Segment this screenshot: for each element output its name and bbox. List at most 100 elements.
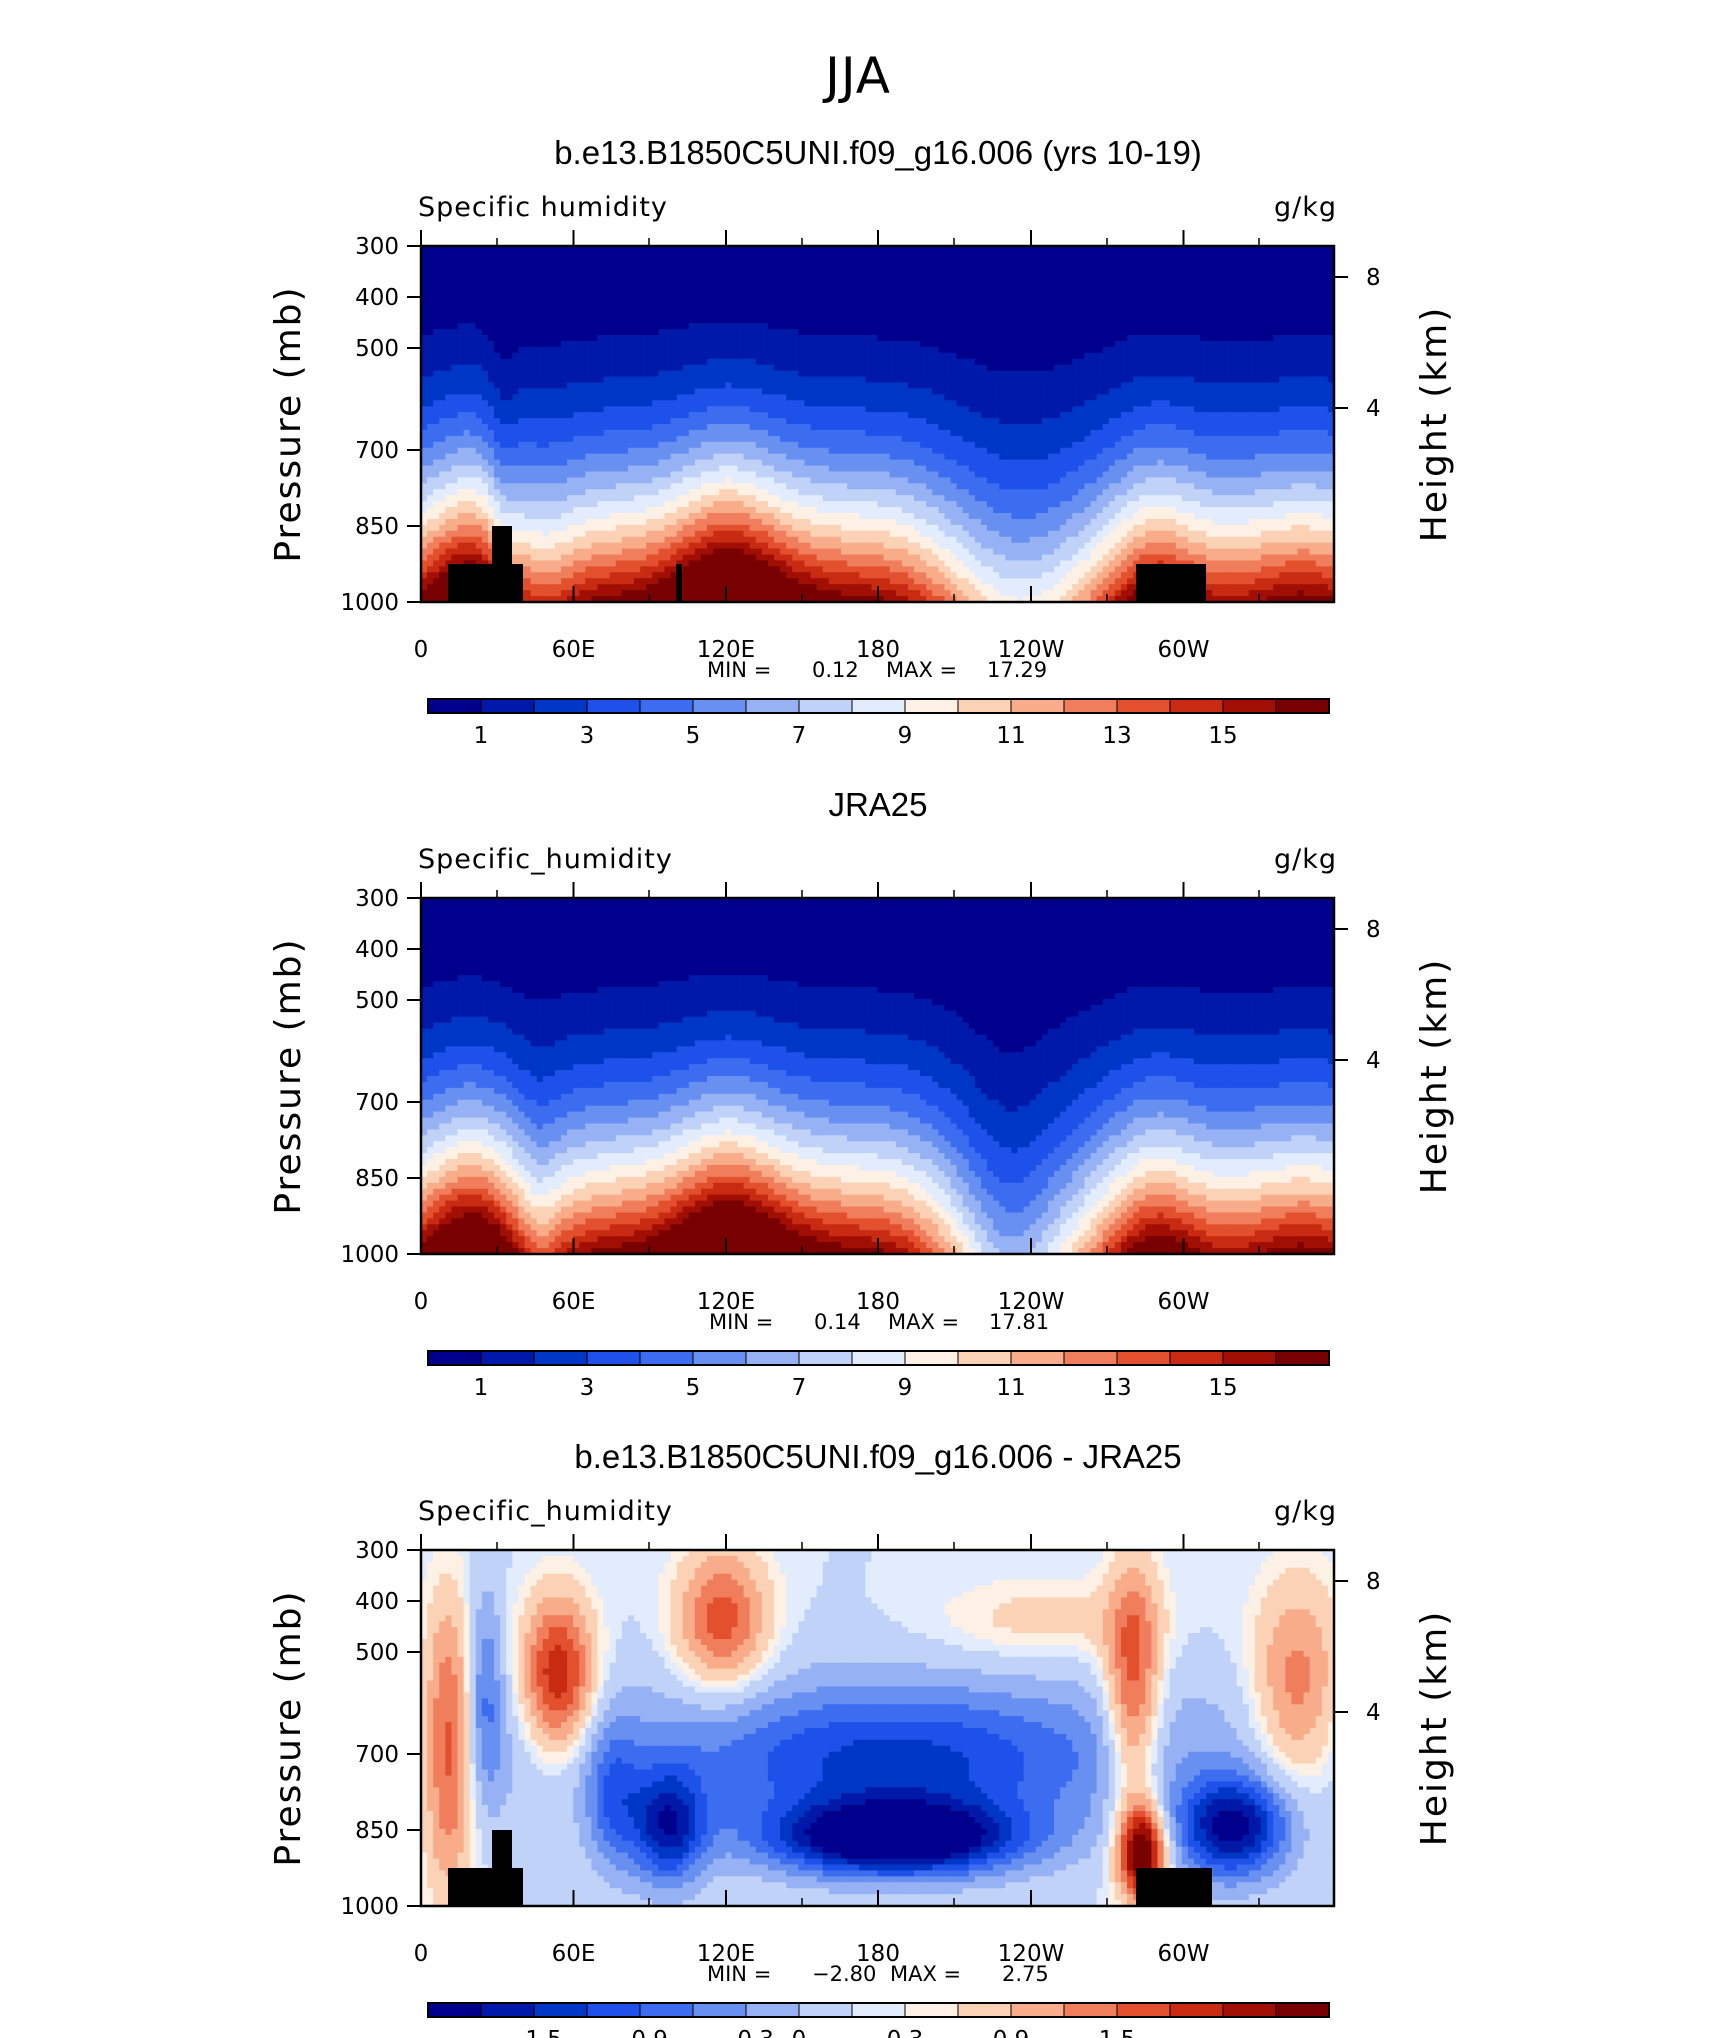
contour-cell: [700, 424, 708, 431]
contour-cell: [512, 441, 519, 449]
contour-cell: [1248, 275, 1256, 283]
contour-cell: [932, 305, 939, 312]
contour-cell: [1120, 246, 1128, 253]
contour-cell: [944, 424, 952, 431]
contour-cell: [737, 346, 745, 354]
contour-cell: [1029, 246, 1037, 253]
contour-cell: [433, 287, 440, 295]
contour-cell: [1175, 424, 1183, 431]
contour-cell: [1321, 263, 1329, 271]
contour-cell: [956, 388, 964, 395]
contour-cell: [1291, 335, 1299, 342]
contour-cell: [445, 263, 453, 271]
contour-cell: [548, 370, 556, 378]
contour-cell: [1327, 281, 1334, 289]
contour-cell: [506, 388, 513, 395]
contour-cell: [719, 305, 726, 312]
contour-cell: [999, 352, 1006, 360]
contour-cell: [1242, 424, 1250, 431]
contour-cell: [548, 382, 556, 389]
contour-cell: [1005, 346, 1013, 354]
contour-cell: [1047, 424, 1055, 431]
contour-cell: [987, 281, 994, 289]
contour-cell: [1254, 329, 1262, 336]
contour-cell: [950, 275, 958, 283]
contour-cell: [987, 346, 994, 354]
contour-cell: [1254, 358, 1262, 366]
contour-cell: [1236, 376, 1244, 384]
contour-cell: [463, 275, 471, 283]
contour-cell: [627, 394, 635, 401]
contour-cell: [560, 394, 568, 401]
contour-cell: [494, 400, 501, 407]
contour-cell: [670, 441, 678, 449]
contour-cell: [1005, 435, 1013, 443]
contour-cell: [646, 275, 653, 283]
contour-cell: [627, 376, 635, 384]
contour-cell: [676, 257, 684, 265]
contour-cell: [627, 400, 635, 407]
contour-cell: [682, 299, 690, 306]
contour-cell: [1309, 251, 1317, 259]
contour-cell: [439, 340, 446, 348]
contour-cell: [834, 281, 842, 289]
contour-cell: [1151, 287, 1159, 295]
contour-cell: [1096, 412, 1104, 419]
contour-cell: [646, 376, 653, 384]
contour-cell: [469, 435, 477, 443]
contour-cell: [646, 358, 653, 366]
contour-cell: [475, 323, 483, 330]
contour-cell: [1060, 317, 1067, 324]
contour-cell: [987, 394, 994, 401]
contour-cell: [536, 281, 544, 289]
contour-cell: [1248, 406, 1256, 413]
contour-cell: [1212, 435, 1219, 443]
contour-cell: [1102, 418, 1110, 425]
contour-cell: [871, 269, 879, 277]
contour-cell: [719, 370, 726, 378]
contour-cell: [1260, 418, 1268, 425]
contour-cell: [694, 429, 702, 437]
contour-cell: [1175, 311, 1183, 318]
contour-cell: [907, 311, 915, 318]
contour-cell: [1248, 287, 1256, 295]
contour-cell: [920, 400, 927, 407]
contour-cell: [494, 352, 501, 360]
contour-cell: [859, 293, 866, 300]
contour-cell: [901, 299, 909, 306]
contour-cell: [822, 394, 830, 401]
contour-cell: [1315, 305, 1323, 312]
contour-cell: [1127, 275, 1134, 283]
contour-cell: [1035, 269, 1043, 277]
contour-cell: [1047, 388, 1055, 395]
contour-cell: [1230, 358, 1238, 366]
contour-cell: [834, 323, 842, 330]
contour-cell: [1327, 370, 1334, 378]
contour-cell: [1072, 352, 1079, 360]
contour-cell: [950, 382, 958, 389]
contour-cell: [579, 323, 586, 330]
contour-cell: [987, 299, 994, 306]
contour-cell: [640, 352, 647, 360]
contour-cell: [920, 317, 927, 324]
contour-cell: [1309, 376, 1317, 384]
contour-cell: [603, 429, 611, 437]
contour-cell: [707, 246, 714, 253]
contour-cell: [755, 246, 763, 253]
contour-cell: [707, 346, 714, 354]
contour-cell: [1127, 299, 1134, 306]
contour-cell: [999, 400, 1006, 407]
contour-cell: [670, 424, 678, 431]
contour-cell: [865, 323, 873, 330]
contour-cell: [731, 418, 739, 425]
contour-cell: [1017, 311, 1025, 318]
contour-cell: [871, 317, 879, 324]
contour-cell: [670, 412, 678, 419]
contour-cell: [548, 251, 556, 259]
contour-cell: [907, 305, 915, 312]
contour-cell: [457, 382, 465, 389]
contour-cell: [786, 412, 793, 419]
contour-cell: [1242, 388, 1250, 395]
contour-cell: [1151, 305, 1159, 312]
contour-cell: [1236, 305, 1244, 312]
